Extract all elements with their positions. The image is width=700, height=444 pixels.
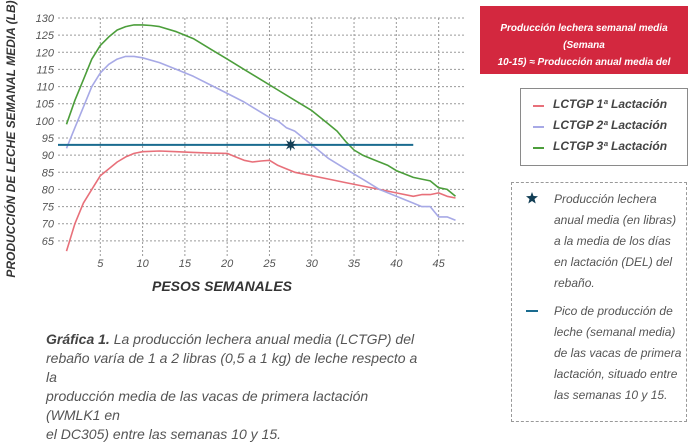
y-tick-label: 110	[36, 82, 54, 94]
x-tick-label: 15	[179, 258, 192, 270]
y-tick-label: 65	[42, 236, 55, 248]
legend-item-2: LCTGP 2ª Lactación	[533, 118, 683, 136]
key-marker-line-3: a la media de los días	[554, 234, 671, 248]
x-tick-label: 45	[433, 258, 446, 270]
caption-line-1: Gráfica 1. La producción lechera anual m…	[46, 330, 426, 349]
key-line-line-3: de las vacas de primera	[554, 346, 682, 360]
y-tick-label: 120	[36, 47, 55, 59]
caption-line-2: rebaño varía de 1 a 2 libras (0,5 a 1 kg…	[46, 350, 418, 385]
legend-label-1: LCTGP 1ª Lactación	[553, 97, 668, 111]
x-tick-label: 35	[348, 258, 361, 270]
tick-labels: 65 70 75 80 85 90 95 100 105 110 115 120 125 130 5 10 15…	[36, 13, 446, 270]
y-axis-title: PRODUCCIÓN DE LECHE SEMANAL MEDIA (LB)	[3, 0, 18, 277]
note-line-2: 10-15) ≈ Producción anual media del reba…	[497, 57, 671, 85]
star-marker	[284, 138, 298, 152]
y-tick-label: 70	[42, 219, 55, 231]
series-lines	[65, 24, 457, 252]
key-marker-line-2: anual media (en libras)	[554, 213, 677, 227]
note-line-1: Producción lechera semanal media (Semana	[500, 23, 668, 51]
star-marker-icon	[526, 192, 538, 204]
x-tick-label: 10	[136, 258, 149, 270]
x-tick-label: 30	[306, 258, 319, 270]
y-tick-label: 95	[42, 133, 55, 145]
x-tick-label: 20	[220, 258, 234, 270]
legend-swatch-3	[533, 147, 544, 149]
marker-group	[284, 138, 298, 152]
y-tick-label: 100	[36, 116, 55, 128]
legend-label-2: LCTGP 2ª Lactación	[553, 118, 668, 132]
series-line-1	[65, 150, 456, 252]
caption-line-3: producción media de las vacas de primera…	[46, 388, 369, 423]
key-box: Producción lechera anual media (en libra…	[511, 182, 687, 422]
y-tick-label: 125	[36, 30, 55, 42]
key-line-line-5: las semanas 10 y 15.	[554, 388, 668, 402]
y-tick-label: 105	[36, 99, 55, 111]
x-tick-label: 5	[97, 258, 104, 270]
chart: 65 70 75 80 85 90 95 100 105 110 115 120 125 130 5 10 15…	[3, 0, 464, 294]
figure-caption: Gráfica 1. La producción lechera anual m…	[46, 330, 426, 444]
legend-swatch-2	[533, 126, 544, 128]
key-line-line-2: leche (semanal media)	[554, 325, 676, 339]
series-line-2	[65, 55, 456, 222]
y-tick-label: 115	[36, 64, 54, 76]
x-tick-label: 25	[262, 258, 276, 270]
x-tick-label: 40	[390, 258, 403, 270]
key-line-line-4: lactación, situado entre	[554, 367, 678, 381]
y-tick-label: 130	[36, 13, 55, 25]
legend-swatch-1	[533, 105, 544, 107]
caption-line-4: el DC305) entre las semanas 10 y 15.	[46, 426, 282, 442]
key-marker-line-1: Producción lechera	[554, 192, 657, 206]
y-tick-label: 80	[42, 184, 55, 196]
y-tick-label: 90	[42, 150, 55, 162]
y-tick-label: 75	[42, 202, 55, 214]
series-line-3	[65, 24, 457, 197]
key-text-line: Pico de producción de leche (semanal med…	[554, 301, 684, 406]
legend-item-1: LCTGP 1ª Lactación	[533, 97, 683, 115]
grid	[58, 17, 464, 258]
x-axis-title: PESOS SEMANALES	[152, 278, 293, 294]
reference-line-swatch	[526, 310, 538, 312]
legend-label-3: LCTGP 3ª Lactación	[553, 139, 668, 153]
legend-item-3: LCTGP 3ª Lactación	[533, 139, 683, 157]
key-marker-line-4: en lactación (DEL) del	[554, 255, 673, 269]
caption-text-1: La producción lechera anual media (LCTGP…	[113, 331, 415, 347]
key-marker-line-5: rebaño.	[554, 276, 595, 290]
legend: LCTGP 1ª Lactación LCTGP 2ª Lactación LC…	[520, 88, 688, 166]
caption-label: Gráfica 1.	[46, 331, 110, 347]
note-box: Producción lechera semanal media (Semana…	[480, 6, 688, 85]
key-text-marker: Producción lechera anual media (en libra…	[554, 189, 684, 294]
key-line-line-1: Pico de producción de	[554, 304, 673, 318]
y-tick-label: 85	[42, 167, 55, 179]
